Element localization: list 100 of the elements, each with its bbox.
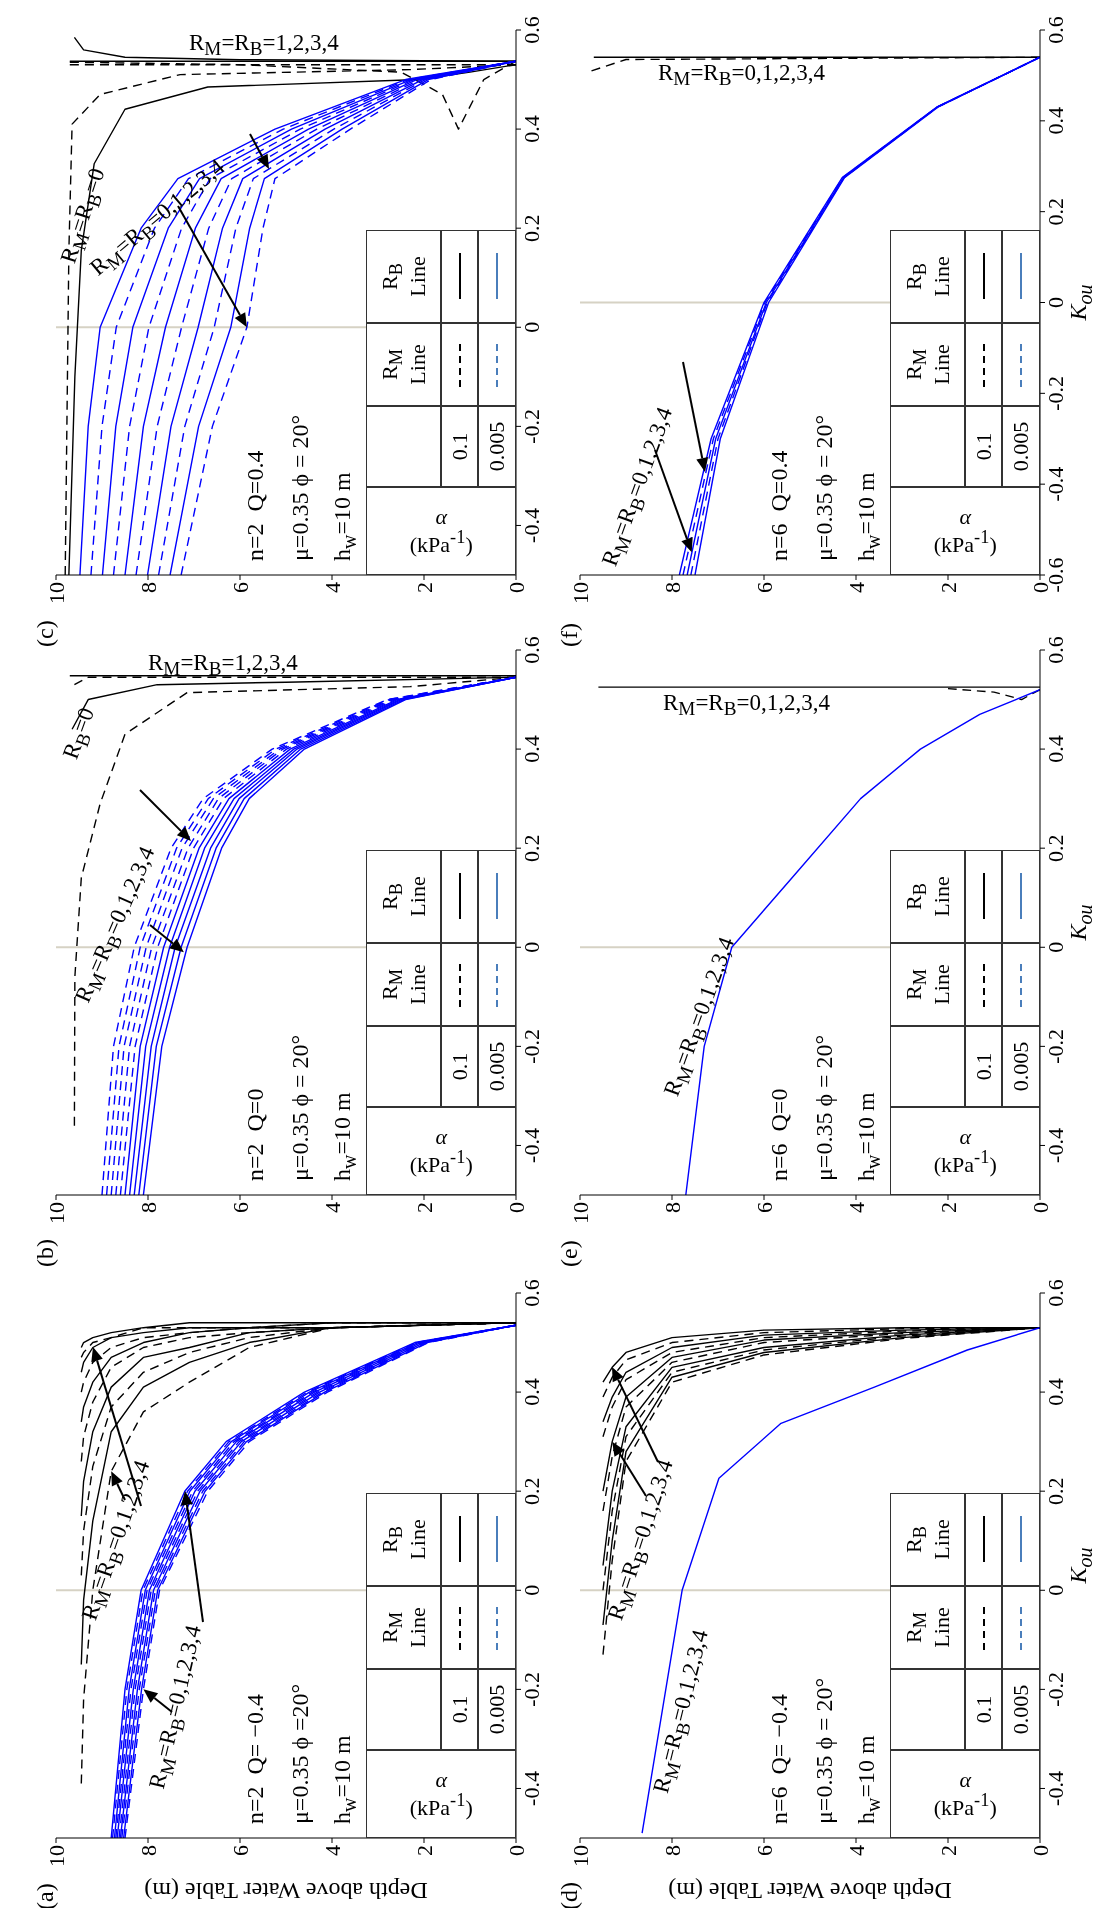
y-tick-label: 0.2 (1042, 1477, 1068, 1505)
x-tick-label: 2 (411, 582, 437, 593)
x-tick-label: 10 (567, 1202, 593, 1224)
x-tick-label: 8 (659, 1845, 685, 1856)
x-tick-label: 6 (227, 1845, 253, 1856)
annotation: μ=0.35 ϕ = 20° (286, 414, 314, 561)
text: (e) (556, 1240, 583, 1267)
y-tick-label: 0.4 (518, 735, 544, 763)
annotation: μ=0.35 ϕ = 20° (286, 1034, 314, 1181)
x-tick-label: 6 (751, 1845, 777, 1856)
x-tick-label: 0 (503, 1845, 529, 1856)
text: (f) (556, 623, 583, 647)
x-tick-label: 6 (227, 582, 253, 593)
y-tick-label: 0.2 (1042, 197, 1068, 226)
annotation: μ=0.35 ϕ =20° (286, 1683, 314, 1824)
x-tick-label: 4 (319, 1845, 345, 1856)
y-tick-label: -0.2 (1042, 1028, 1068, 1064)
y-tick-label: 0.2 (518, 214, 544, 242)
x-tick-label: 10 (43, 1845, 69, 1867)
x-tick-label: 2 (935, 1845, 961, 1856)
annotation: 0.1 (970, 1052, 996, 1081)
y-tick-label: -0.4 (1042, 1128, 1068, 1163)
x-tick-label: 8 (135, 1845, 161, 1856)
x-tick-label: 8 (659, 582, 685, 593)
y-tick-label: 0.2 (518, 834, 544, 862)
annotation: μ=0.35 ϕ = 20° (810, 1677, 838, 1824)
x-tick-label: 2 (935, 1202, 961, 1213)
annotation: 0.005 (1008, 1684, 1034, 1735)
y-tick-label: 0.6 (1042, 1279, 1068, 1307)
y-tick-label: 0.6 (518, 636, 544, 664)
text: (b) (32, 1239, 59, 1267)
annotation: α (kPa$^{-1}$) (409, 504, 473, 558)
x-tick-label: 4 (843, 582, 869, 593)
y-tick-label: 0.6 (518, 16, 544, 44)
x-tick-label: 0 (503, 1202, 529, 1213)
y-tick-label: -0.4 (518, 508, 544, 543)
x-tick-label: 10 (43, 1202, 69, 1224)
annotation: 0.005 (1008, 421, 1034, 472)
x-tick-label: 2 (935, 582, 961, 593)
y-tick-label: -0.4 (518, 1771, 544, 1806)
y-tick-label: -0.4 (1042, 466, 1068, 502)
x-tick-label: 4 (319, 1202, 345, 1213)
x-tick-label: 4 (843, 1845, 869, 1856)
x-tick-label: 4 (843, 1202, 869, 1213)
y-tick-label: 0 (518, 941, 544, 953)
annotation: α (kPa$^{-1}$) (933, 1767, 997, 1821)
annotation: n=2 Q=0 (241, 1088, 269, 1181)
y-tick-label: 0.4 (1042, 1378, 1068, 1406)
y-tick-label: 0.4 (518, 1378, 544, 1406)
x-axis-title: Depth above Water Table (m) (144, 1876, 428, 1904)
x-tick-label: 6 (751, 582, 777, 593)
y-tick-label: -0.2 (518, 1028, 544, 1064)
x-axis-title: Depth above Water Table (m) (668, 1876, 952, 1904)
x-tick-label: 8 (659, 1202, 685, 1213)
y-tick-label: 0.4 (1042, 735, 1068, 763)
annotation: 0.005 (484, 1041, 510, 1092)
y-tick-label: 0 (1042, 297, 1068, 308)
y-tick-label: 0 (1042, 941, 1068, 953)
x-tick-label: 4 (319, 582, 345, 593)
y-tick-label: 0 (518, 321, 544, 333)
x-tick-label: 0 (503, 582, 529, 593)
x-tick-label: 0 (1027, 1845, 1053, 1856)
y-tick-label: 0.2 (518, 1477, 544, 1505)
annotation: R$_{M}$=R$_{B}$=1,2,3,4 (189, 29, 339, 61)
annotation: R$_{M}$=R$_{B}$=0,1,2,3,4 (663, 689, 830, 721)
annotation: R$_{M}$=R$_{B}$=1,2,3,4 (148, 649, 298, 681)
annotation: α (kPa$^{-1}$) (933, 1124, 997, 1178)
y-tick-label: 0 (1042, 1584, 1068, 1596)
y-tick-label: -0.4 (1042, 1771, 1068, 1806)
y-tick-label: -0.4 (518, 1128, 544, 1163)
x-tick-label: 0 (1027, 1202, 1053, 1213)
annotation: μ=0.35 ϕ = 20° (810, 1034, 838, 1181)
annotation: 0.1 (446, 1695, 472, 1724)
y-tick-label: 0.4 (518, 115, 544, 143)
y-tick-label: 0.6 (1042, 16, 1068, 44)
x-tick-label: 2 (411, 1202, 437, 1213)
annotation: α (kPa$^{-1}$) (409, 1767, 473, 1821)
annotation: α (kPa$^{-1}$) (409, 1124, 473, 1178)
y-tick-label: 0.2 (1042, 834, 1068, 862)
x-tick-label: 6 (227, 1202, 253, 1213)
annotation: R$_{M}$=R$_{B}$=0,1,2,3,4 (658, 59, 825, 91)
x-tick-label: 8 (135, 582, 161, 593)
annotation: n=6 Q=0.4 (765, 450, 793, 561)
annotation: μ=0.35 ϕ = 20° (810, 414, 838, 561)
x-tick-label: 10 (567, 582, 593, 604)
x-tick-label: 6 (751, 1202, 777, 1213)
x-tick-label: 10 (567, 1845, 593, 1867)
annotation: 0.005 (484, 1684, 510, 1735)
annotation: n=2 Q= −0.4 (241, 1694, 269, 1824)
annotation: 0.1 (970, 1695, 996, 1724)
annotation: n=6 Q= −0.4 (765, 1694, 793, 1824)
annotation: n=2 Q=0.4 (241, 450, 269, 561)
x-tick-label: 2 (411, 1845, 437, 1856)
y-tick-label: 0.6 (518, 1279, 544, 1307)
y-tick-label: -0.2 (1042, 375, 1068, 411)
text: (c) (32, 620, 59, 647)
annotation: α (kPa$^{-1}$) (933, 504, 997, 558)
y-tick-label: 0.4 (1042, 107, 1068, 135)
y-tick-label: -0.2 (1042, 1671, 1068, 1707)
y-tick-label: 0.6 (1042, 636, 1068, 664)
